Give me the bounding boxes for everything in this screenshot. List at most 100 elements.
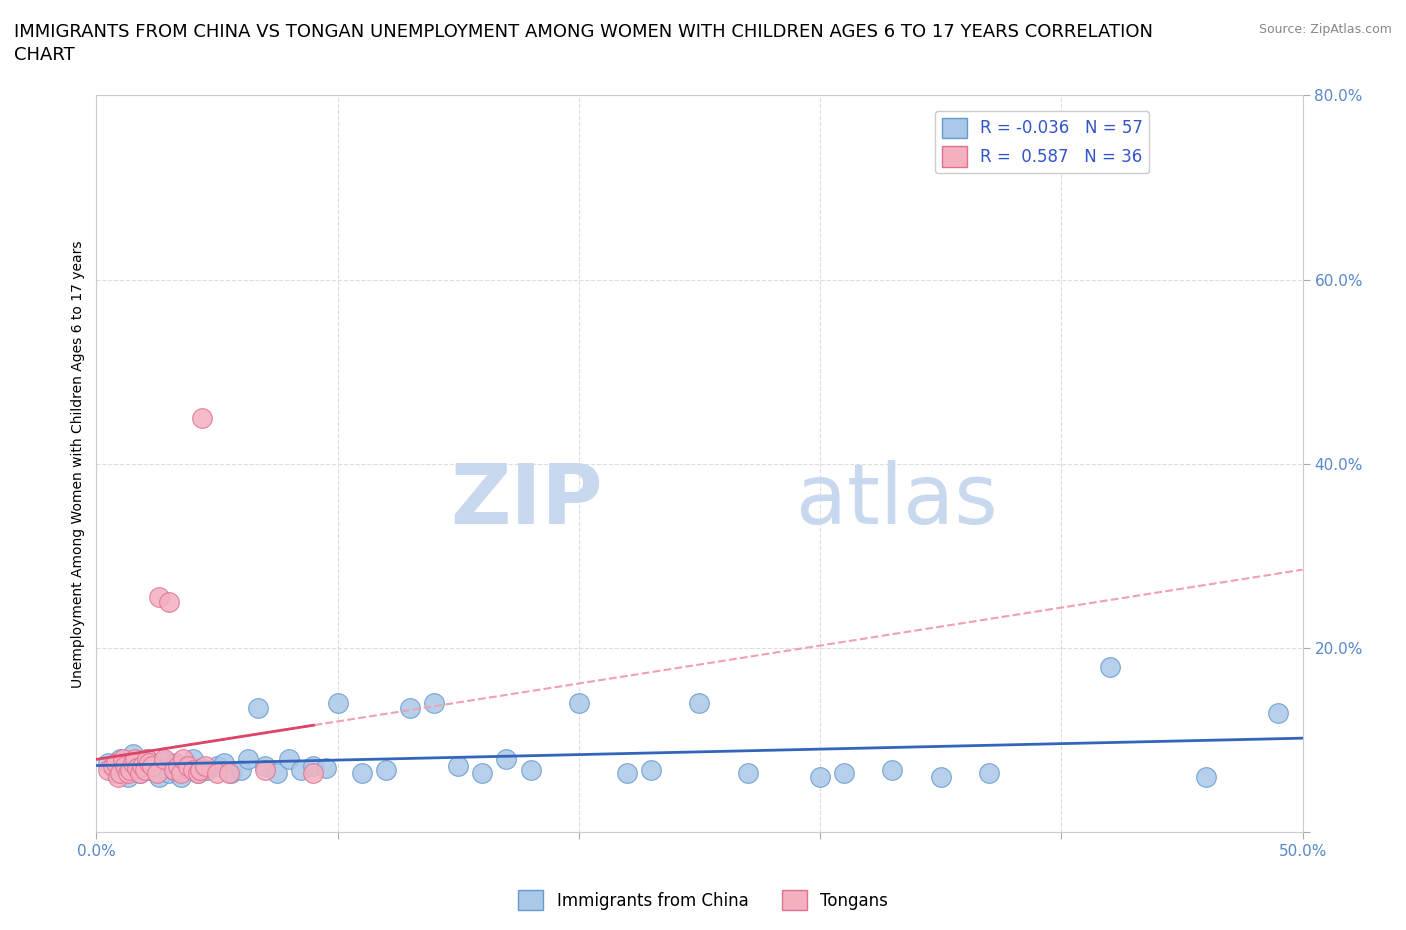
Point (121, 756, 143, 771)
Point (177, 759, 200, 774)
Point (162, 763, 184, 777)
Point (138, 763, 160, 777)
Point (153, 751, 176, 766)
Point (170, 765, 193, 780)
Point (808, 770, 831, 785)
Point (195, 763, 218, 777)
Point (1098, 659, 1121, 674)
Point (111, 751, 134, 766)
Point (229, 763, 252, 777)
Point (117, 770, 139, 785)
Point (114, 761, 136, 776)
Point (148, 590, 170, 604)
Point (104, 765, 127, 780)
Point (174, 761, 197, 776)
Point (495, 751, 517, 766)
Point (148, 770, 170, 785)
Point (447, 759, 470, 774)
Point (423, 696, 446, 711)
Point (97, 756, 120, 771)
Point (616, 765, 638, 780)
Point (218, 765, 240, 780)
Point (170, 770, 193, 785)
Point (246, 700, 269, 715)
Legend: Immigrants from China, Tongans: Immigrants from China, Tongans (512, 884, 894, 917)
Point (302, 759, 325, 774)
Point (181, 763, 204, 777)
Point (172, 751, 194, 766)
Point (326, 696, 349, 711)
Point (191, 761, 214, 776)
Point (1195, 770, 1218, 785)
Text: atlas: atlas (796, 460, 998, 541)
Point (882, 763, 904, 777)
Point (136, 751, 159, 766)
Point (254, 763, 277, 777)
Point (1267, 705, 1289, 720)
Point (141, 759, 163, 774)
Point (188, 763, 211, 777)
Point (104, 756, 127, 771)
Point (114, 759, 136, 774)
Point (737, 765, 759, 780)
Point (124, 761, 146, 776)
Point (136, 751, 159, 766)
Point (117, 765, 139, 780)
Point (212, 756, 235, 771)
Text: ZIP: ZIP (450, 460, 603, 541)
Point (977, 765, 1000, 780)
Point (290, 763, 312, 777)
Point (471, 765, 494, 780)
Y-axis label: Unemployment Among Women with Children Ages 6 to 17 years: Unemployment Among Women with Children A… (72, 240, 86, 687)
Point (134, 756, 156, 771)
Point (128, 765, 150, 780)
Point (929, 770, 952, 785)
Point (221, 765, 243, 780)
Point (120, 763, 142, 777)
Point (519, 763, 541, 777)
Point (110, 765, 132, 780)
Point (278, 751, 301, 766)
Point (187, 765, 209, 780)
Point (145, 759, 167, 774)
Point (315, 761, 337, 776)
Point (205, 759, 228, 774)
Text: IMMIGRANTS FROM CHINA VS TONGAN UNEMPLOYMENT AMONG WOMEN WITH CHILDREN AGES 6 TO: IMMIGRANTS FROM CHINA VS TONGAN UNEMPLOY… (14, 23, 1153, 41)
Point (128, 765, 150, 780)
Text: CHART: CHART (14, 46, 75, 64)
Point (134, 763, 156, 777)
Point (302, 765, 325, 780)
Point (157, 765, 180, 780)
Point (165, 756, 187, 771)
Text: Source: ZipAtlas.com: Source: ZipAtlas.com (1258, 23, 1392, 36)
Point (399, 700, 422, 715)
Point (266, 765, 288, 780)
Point (103, 759, 125, 774)
Point (121, 747, 143, 762)
Point (688, 696, 710, 711)
Point (107, 770, 129, 785)
Point (110, 751, 132, 766)
Point (145, 765, 167, 780)
Point (167, 759, 190, 774)
Point (97, 763, 120, 777)
Point (191, 410, 214, 425)
Point (832, 765, 855, 780)
Point (131, 759, 153, 774)
Point (187, 765, 209, 780)
Point (640, 763, 662, 777)
Point (127, 761, 149, 776)
Point (254, 759, 277, 774)
Point (162, 763, 184, 777)
Point (350, 765, 373, 780)
Point (568, 696, 591, 711)
Point (138, 756, 160, 771)
Point (157, 594, 180, 609)
Point (205, 765, 228, 780)
Point (238, 751, 260, 766)
Point (181, 751, 204, 766)
Point (374, 763, 396, 777)
Point (153, 753, 176, 768)
Point (194, 759, 217, 774)
Legend: R = -0.036   N = 57, R =  0.587   N = 36: R = -0.036 N = 57, R = 0.587 N = 36 (935, 111, 1150, 173)
